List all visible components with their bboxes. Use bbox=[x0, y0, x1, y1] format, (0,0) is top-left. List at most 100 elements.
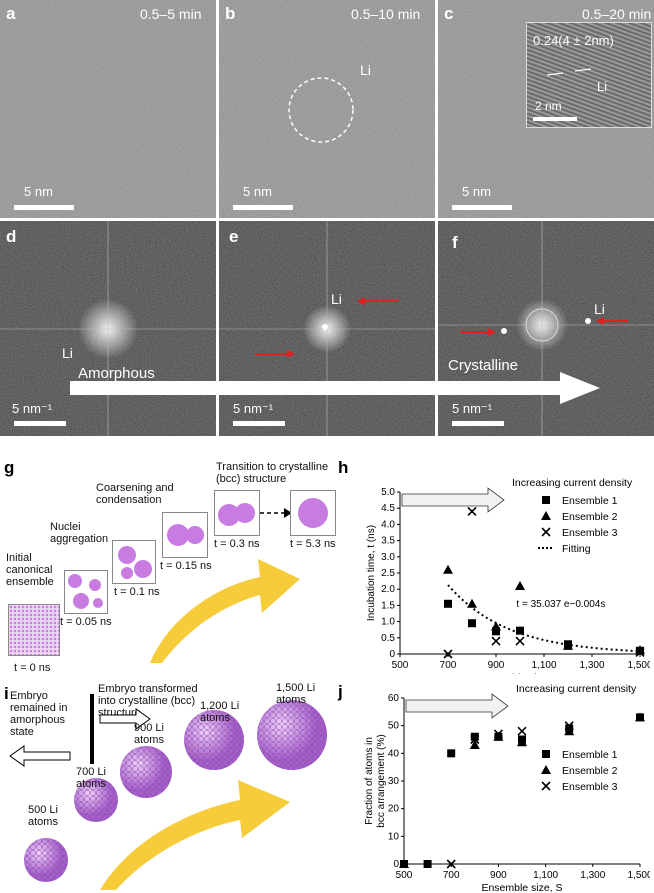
y-tick-label: 1.0 bbox=[381, 617, 395, 628]
panel-label: b bbox=[225, 4, 236, 23]
li-label: Li bbox=[597, 79, 608, 94]
data-point-x bbox=[541, 527, 551, 537]
x-tick-label: 1,500 bbox=[627, 660, 650, 671]
fft-panel-f: f Li 5 nm⁻¹ bbox=[438, 221, 654, 436]
growth-arrow-g bbox=[150, 559, 300, 663]
y-axis-label: Incubation time, t (ns) bbox=[366, 525, 377, 621]
incubation-time-chart: 500 700 900 1,100 1,300 1,500 0 0.5 1.0 1.5 2.0 2.5… bbox=[366, 477, 650, 674]
x-tick-label: 700 bbox=[440, 660, 457, 671]
data-point-triangle bbox=[564, 726, 575, 736]
data-point-triangle bbox=[399, 859, 409, 868]
data-point-x bbox=[635, 647, 645, 657]
panel-label: j bbox=[338, 682, 343, 701]
x-tick-label: 1,300 bbox=[580, 870, 605, 881]
amorphous-to-crystalline-arrow bbox=[70, 372, 600, 404]
simulation-snapshot bbox=[290, 490, 336, 536]
scale-text: 5 nm bbox=[24, 184, 53, 199]
data-point-square bbox=[423, 860, 432, 868]
data-point-triangle bbox=[467, 598, 477, 608]
stage-title: Nuclei aggregation bbox=[50, 521, 109, 545]
legend-label: Ensemble 1 bbox=[562, 495, 618, 507]
fft-panel-d: d Li 5 nm⁻¹ bbox=[0, 221, 216, 436]
legend-label: Ensemble 2 bbox=[562, 511, 618, 523]
lattice-spacing-label: 0.24(4 ± 2nm) bbox=[533, 33, 614, 48]
x-tick-label: 1,500 bbox=[627, 870, 650, 881]
data-point-x bbox=[470, 734, 480, 745]
x-tick-label: 500 bbox=[396, 870, 413, 881]
data-point-x bbox=[446, 859, 456, 869]
data-point-x bbox=[443, 649, 453, 659]
y-tick-label: 1.5 bbox=[381, 600, 395, 611]
data-point-triangle bbox=[563, 640, 573, 650]
scale-text: 5 nm bbox=[243, 184, 272, 199]
x-axis-label: Ensemble size, S bbox=[479, 672, 560, 674]
scale-text: 2 nm bbox=[535, 99, 562, 113]
data-point-x bbox=[467, 506, 477, 517]
data-point-triangle bbox=[635, 712, 645, 722]
data-point-square bbox=[516, 626, 524, 635]
li-label: Li bbox=[331, 291, 342, 307]
x-tick-label: 1,100 bbox=[531, 660, 556, 671]
simulation-snapshot bbox=[64, 570, 108, 614]
panel-label: e bbox=[229, 227, 239, 246]
right-hollow-arrow bbox=[99, 708, 151, 730]
tem-panel-a: a 0.5–5 min 5 nm bbox=[0, 0, 216, 218]
data-point-triangle bbox=[515, 580, 525, 590]
y-tick-label: 3.5 bbox=[381, 536, 395, 547]
data-point-triangle bbox=[517, 737, 527, 747]
cluster-label: 1,200 Li atoms bbox=[200, 700, 240, 724]
x-tick-label: 1,300 bbox=[579, 660, 604, 671]
left-hollow-arrow bbox=[9, 745, 71, 767]
stage-time: t = 0.05 ns bbox=[60, 616, 112, 628]
data-point-triangle bbox=[491, 621, 501, 631]
x-axis-label: Ensemble size, S bbox=[481, 882, 562, 892]
y-tick-label: 20 bbox=[388, 804, 400, 815]
data-point-square bbox=[492, 627, 500, 636]
stage-title: Initial canonical ensemble bbox=[6, 552, 54, 588]
legend-label: Ensemble 2 bbox=[562, 765, 618, 777]
amorphous-label: Amorphous bbox=[78, 365, 155, 382]
amorphous-state-text: Embryo remained in amorphous state bbox=[10, 690, 68, 738]
simulation-snapshot bbox=[162, 512, 208, 558]
data-point-square bbox=[470, 732, 479, 741]
panel-label: h bbox=[338, 458, 349, 477]
scale-bar bbox=[452, 205, 512, 210]
y-tick-label: 0 bbox=[393, 859, 399, 870]
x-tick-label: 500 bbox=[392, 660, 409, 671]
time-label: 0.5–5 min bbox=[140, 6, 202, 22]
x-tick-label: 900 bbox=[490, 870, 507, 881]
li-label: Li bbox=[62, 345, 73, 361]
crystalline-label: Crystalline bbox=[448, 357, 519, 374]
li-label: Li bbox=[360, 62, 371, 78]
series-ensemble-2 bbox=[443, 564, 645, 655]
series-ensemble-2 bbox=[399, 712, 645, 868]
data-point-square bbox=[468, 619, 476, 628]
banner-text: Increasing current density bbox=[512, 477, 633, 489]
scale-bar bbox=[533, 117, 577, 121]
simulation-snapshot bbox=[8, 604, 60, 656]
time-label: 0.5–10 min bbox=[351, 6, 421, 22]
stage-time: t = 0.1 ns bbox=[114, 586, 160, 598]
data-point-x bbox=[564, 721, 574, 731]
y-tick-label: 50 bbox=[388, 721, 400, 732]
simulation-snapshot bbox=[214, 490, 260, 536]
y-tick-label: 4.5 bbox=[381, 503, 395, 514]
panel-label: g bbox=[4, 458, 15, 477]
legend-label: Ensemble 3 bbox=[562, 781, 618, 793]
y-tick-label: 0.5 bbox=[381, 633, 395, 644]
legend-label: Fitting bbox=[562, 543, 591, 555]
stage-time: t = 0 ns bbox=[14, 662, 51, 674]
dashed-arrow bbox=[260, 508, 292, 518]
increasing-current-arrow bbox=[405, 693, 509, 719]
simulation-snapshot bbox=[112, 540, 156, 584]
y-axis-label-line: Fraction of atoms in bbox=[364, 737, 375, 825]
data-point-triangle bbox=[493, 731, 504, 741]
data-point-square bbox=[542, 750, 550, 758]
y-tick-label: 3.0 bbox=[381, 552, 395, 563]
data-point-x bbox=[515, 636, 525, 646]
y-tick-label: 2.0 bbox=[381, 584, 395, 595]
stage-title: Coarsening and condensation bbox=[96, 482, 174, 506]
data-point-triangle bbox=[635, 645, 645, 655]
panel-label: d bbox=[6, 227, 17, 246]
cluster-label: 700 Li atoms bbox=[76, 766, 106, 790]
